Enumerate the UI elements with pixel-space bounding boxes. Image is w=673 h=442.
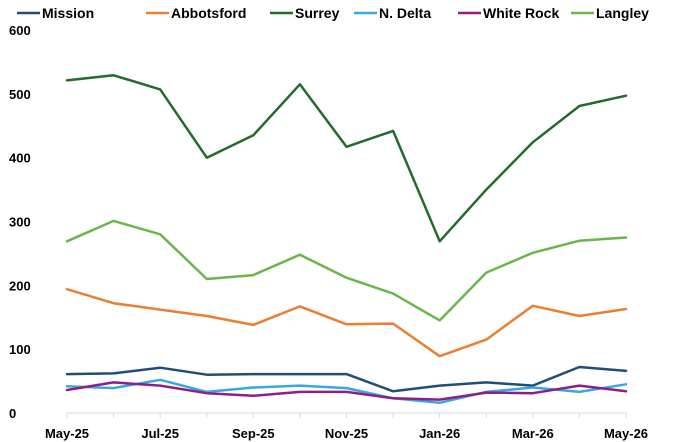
legend-item-n-delta: N. Delta: [354, 5, 431, 21]
series-line-surrey: [65, 74, 628, 243]
legend-label: N. Delta: [379, 5, 431, 21]
legend-item-white-rock: White Rock: [458, 5, 559, 21]
y-tick-label: 600: [9, 23, 31, 38]
x-tick-label: Jan-26: [419, 426, 460, 441]
series-n-delta: [65, 378, 628, 405]
legend-label: Surrey: [295, 5, 340, 21]
legend-label: White Rock: [483, 5, 559, 21]
x-tick-label: Mar-26: [512, 426, 554, 441]
series-line-white-rock: [65, 381, 628, 401]
series-langley: [65, 219, 628, 322]
legend-label: Mission: [42, 5, 94, 21]
y-tick-label: 400: [9, 151, 31, 166]
y-tick-label: 0: [9, 406, 16, 421]
series-line-mission: [65, 365, 628, 393]
series-line-abbotsford: [65, 287, 628, 358]
x-tick-label: Nov-25: [325, 426, 368, 441]
y-tick-label: 100: [9, 342, 31, 357]
x-axis: May-25 Jul-25 Sep-25 Nov-25 Jan-26 Mar-26 May-…: [45, 412, 648, 441]
y-tick-label: 200: [9, 278, 31, 293]
legend-item-abbotsford: Abbotsford: [146, 5, 246, 21]
series-line-langley: [65, 219, 628, 322]
legend-item-mission: Mission: [17, 5, 94, 21]
x-tick-label: May-25: [45, 426, 89, 441]
series-line-n-delta: [65, 378, 628, 405]
y-tick-label: 500: [9, 87, 31, 102]
series-abbotsford: [65, 287, 628, 358]
legend-label: Abbotsford: [171, 5, 246, 21]
plot-area: 0 100 200 300 400 500 600 May-25 Jul-25 Sep-25 Nov…: [9, 23, 648, 441]
y-tick-label: 300: [9, 215, 31, 230]
series-white-rock: [65, 381, 628, 401]
y-axis: 0 100 200 300 400 500 600: [9, 23, 31, 421]
legend-item-surrey: Surrey: [270, 5, 340, 21]
series-mission: [65, 365, 628, 393]
x-tick-label: May-26: [604, 426, 648, 441]
x-tick-label: Jul-25: [141, 426, 179, 441]
series-surrey: [65, 74, 628, 243]
legend-label: Langley: [596, 5, 649, 21]
legend: Mission Abbotsford Surrey N. Delta White Roc…: [17, 5, 649, 21]
x-tick-label: Sep-25: [232, 426, 275, 441]
legend-item-langley: Langley: [571, 5, 649, 21]
